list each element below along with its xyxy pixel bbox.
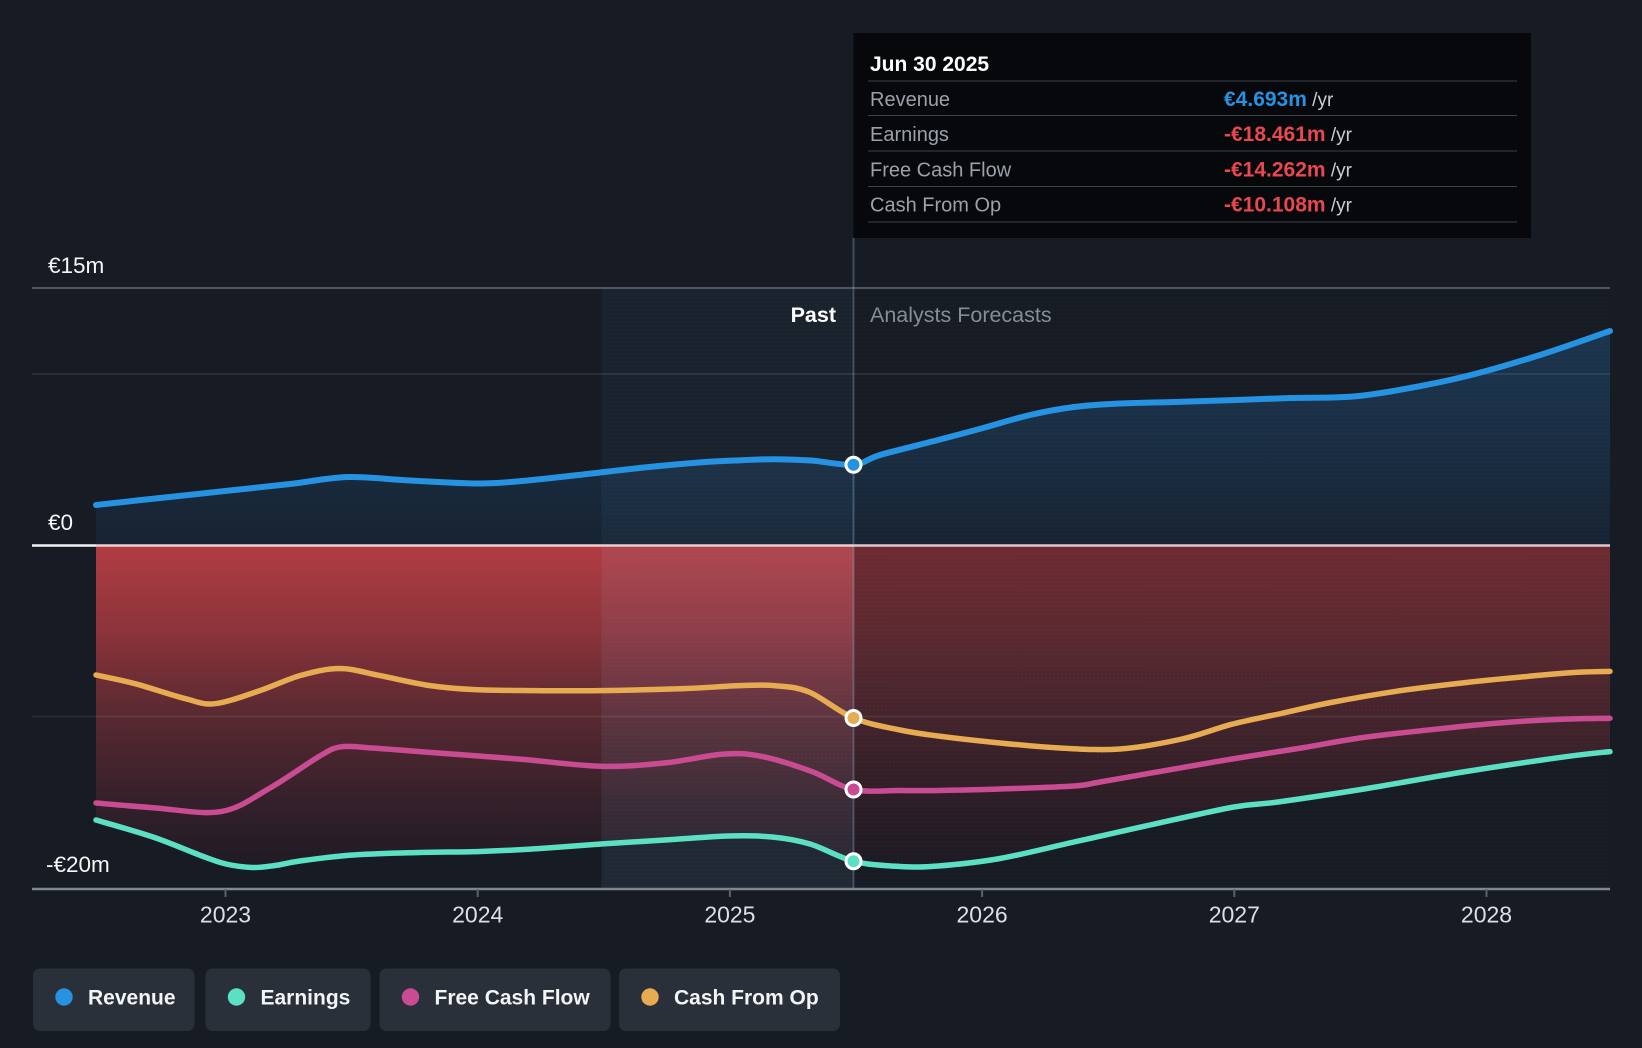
svg-text:Cash From Op: Cash From Op [870,195,1001,217]
svg-text:€0: €0 [48,510,73,535]
svg-text:€4.693m /yr: €4.693m /yr [1224,88,1334,111]
svg-text:-€20m: -€20m [46,852,110,877]
svg-text:Cash From Op: Cash From Op [674,987,819,1010]
svg-text:Past: Past [791,303,836,327]
svg-text:2025: 2025 [704,902,755,928]
svg-text:2027: 2027 [1209,902,1260,928]
svg-text:-€14.262m /yr: -€14.262m /yr [1224,159,1353,182]
svg-text:Analysts Forecasts: Analysts Forecasts [870,303,1052,327]
svg-text:2024: 2024 [452,902,503,928]
svg-text:Revenue: Revenue [88,987,176,1010]
svg-text:€15m: €15m [48,253,104,278]
svg-text:2026: 2026 [957,902,1008,928]
svg-text:Free Cash Flow: Free Cash Flow [435,987,591,1010]
svg-text:Jun 30 2025: Jun 30 2025 [870,53,989,76]
svg-text:Revenue: Revenue [870,89,950,111]
svg-text:2028: 2028 [1461,902,1512,928]
svg-text:2023: 2023 [200,902,251,928]
svg-text:Earnings: Earnings [261,987,351,1010]
svg-text:Earnings: Earnings [870,124,949,146]
svg-text:-€10.108m /yr: -€10.108m /yr [1224,194,1353,217]
svg-text:Free Cash Flow: Free Cash Flow [870,160,1012,182]
svg-text:-€18.461m /yr: -€18.461m /yr [1224,123,1353,146]
